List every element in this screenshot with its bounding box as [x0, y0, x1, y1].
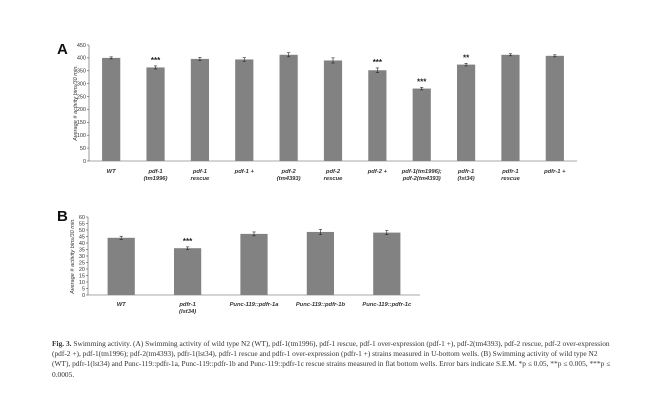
category-label: Punc-119::pdfr-1b [296, 302, 346, 308]
y-tick-label: 25 [79, 260, 85, 266]
figure-caption: Fig. 3. Swimming activity. (A) Swimming … [52, 339, 612, 380]
category-label: pdf-1(tm1996); [401, 169, 442, 175]
category-label: WT [107, 169, 116, 175]
bar [146, 67, 165, 161]
y-tick-label: 150 [77, 120, 86, 126]
y-tick-label: 250 [77, 94, 86, 100]
category-label: (lst34) [458, 176, 475, 182]
bar [412, 88, 431, 161]
chart-a: 0 50 100 150 200 250 300 350 400 450 Average # act… [73, 43, 577, 182]
category-label: rescue [191, 176, 210, 182]
category-label: pdf-1 [192, 169, 207, 175]
category-label: WT [117, 302, 126, 308]
category-label: Punc-119::pdfr-1a [230, 302, 280, 308]
bar [368, 70, 387, 161]
y-tick-label: 30 [79, 254, 85, 260]
y-tick-label: 0 [83, 159, 86, 165]
y-tick-label: 400 [77, 56, 86, 62]
category-label: pdf-1 + [234, 169, 255, 175]
bar [173, 248, 202, 295]
panel-a-letter: A [57, 41, 68, 58]
category-label: pdfr-1 [178, 302, 195, 308]
category-label: pdf-2(tm4393) [402, 176, 441, 182]
y-tick-label: 50 [80, 146, 86, 152]
bar [501, 54, 520, 161]
y-tick-label: 35 [79, 247, 85, 253]
bar [279, 54, 298, 161]
bar [190, 58, 210, 161]
category-label: Punc-119::pdfr-1c [362, 302, 412, 308]
bar [107, 237, 135, 295]
y-tick-label: 15 [79, 273, 85, 279]
y-tick-label: 60 [79, 215, 85, 221]
y-tick-label: 350 [77, 69, 86, 75]
y-tick-label: 5 [82, 286, 85, 292]
y-axis-label: Average # activity bins/30 min. [70, 218, 76, 295]
category-label: pdf-1 [147, 169, 162, 175]
y-tick-label: 45 [79, 234, 85, 240]
bar [323, 60, 343, 161]
bar [235, 59, 254, 161]
y-tick-label: 450 [77, 43, 86, 49]
bar [545, 55, 564, 161]
category-label: (lst34) [179, 309, 196, 315]
y-tick-label: 200 [77, 107, 86, 113]
y-tick-label: 55 [79, 221, 85, 227]
category-label: pdf-2 [325, 169, 341, 175]
y-tick-label: 300 [77, 81, 86, 87]
y-tick-label: 0 [82, 293, 85, 299]
bar [102, 57, 121, 162]
significance-label: *** [417, 77, 427, 86]
y-tick-label: 40 [79, 241, 85, 247]
caption-lead: Fig. 3. [52, 339, 72, 348]
panel-b-letter: B [57, 208, 68, 225]
y-tick-label: 50 [79, 228, 85, 234]
significance-label: ** [463, 53, 470, 62]
bar [240, 233, 268, 295]
bar [306, 231, 335, 295]
category-label: pdfr-1 [501, 169, 518, 175]
category-label: rescue [324, 176, 343, 182]
category-label: pdf-2 + [367, 169, 388, 175]
category-label: pdf-2 [281, 169, 297, 175]
category-label: (tm4393) [277, 176, 301, 182]
bar [456, 64, 476, 161]
bar [373, 232, 401, 295]
y-axis-label: Average # activity bins/30 min. [73, 65, 79, 142]
category-label: pdfr-1 [457, 169, 474, 175]
y-tick-label: 100 [77, 133, 86, 139]
category-label: pdfr-1 + [543, 169, 566, 175]
category-label: (tm1996) [144, 176, 168, 182]
significance-label: *** [373, 58, 383, 67]
y-tick-label: 20 [79, 267, 85, 273]
significance-label: *** [151, 56, 161, 65]
significance-label: *** [183, 237, 193, 246]
y-tick-label: 10 [79, 280, 85, 286]
caption-text: Swimming activity. (A) Swimming activity… [52, 339, 611, 379]
category-label: rescue [501, 176, 520, 182]
